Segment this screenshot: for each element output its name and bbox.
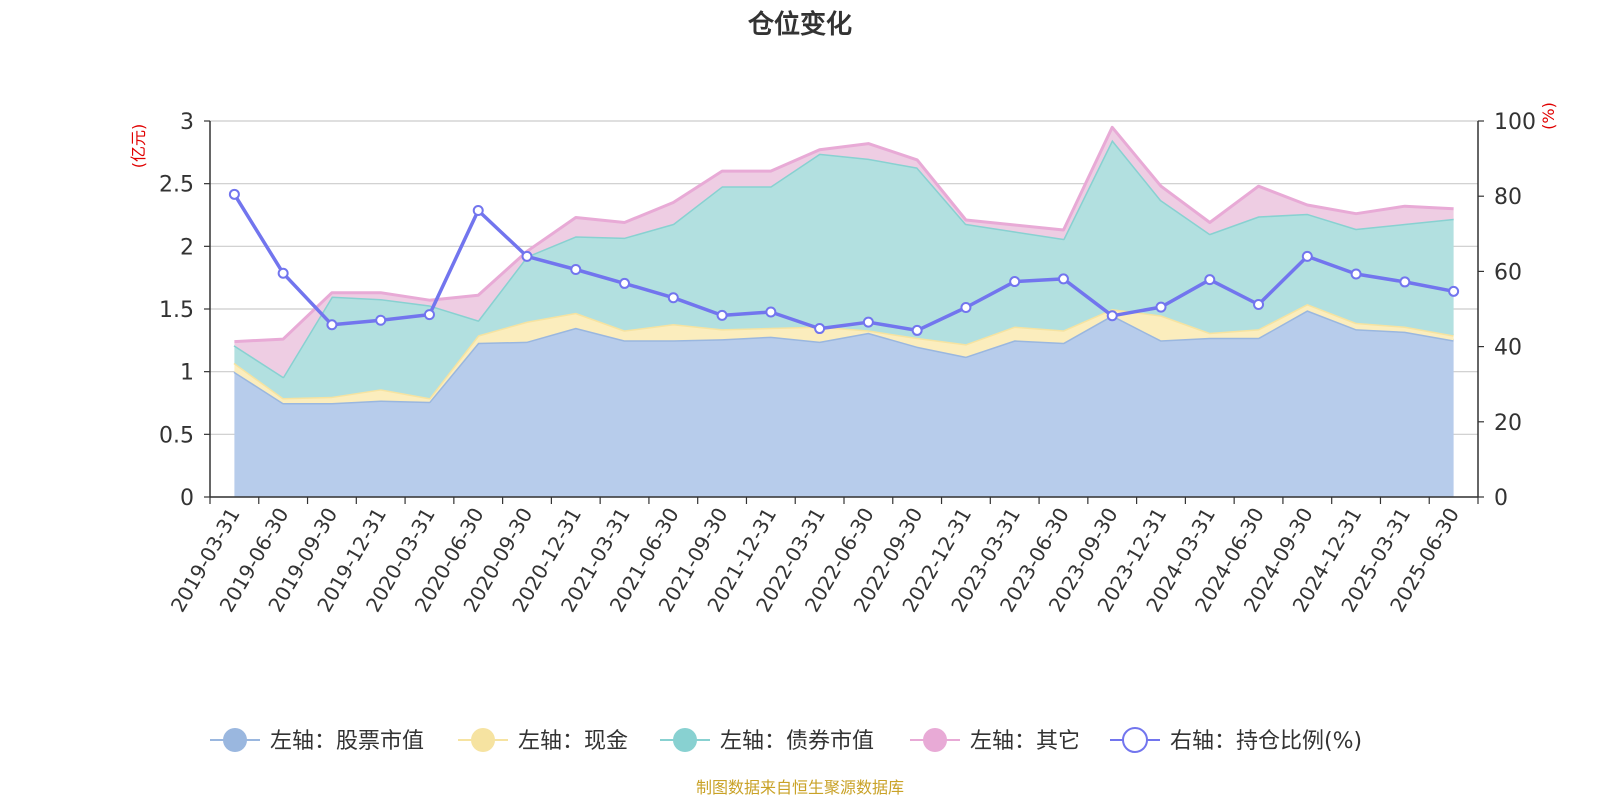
- legend-label: 左轴：其它: [970, 729, 1080, 754]
- holding-ratio-point: [814, 323, 826, 335]
- holding-ratio-point: [277, 267, 289, 279]
- area-fill: [234, 304, 1454, 403]
- holding-ratio-point: [326, 319, 338, 331]
- data-source-note: 制图数据来自恒生聚源数据库: [696, 778, 904, 797]
- holding-ratio-point: [1106, 310, 1118, 322]
- right-axis-unit: (%): [1539, 102, 1558, 130]
- right-axis-tick-label: 40: [1494, 336, 1522, 361]
- holding-ratio-point: [862, 316, 874, 328]
- left-axis-tick-label: 2: [180, 235, 194, 260]
- holding-ratio-point: [1350, 268, 1362, 280]
- right-axis-tick-label: 80: [1494, 185, 1522, 210]
- holding-ratio-point: [1301, 250, 1313, 262]
- holding-ratio-point: [1448, 285, 1460, 297]
- legend-marker: [223, 728, 247, 752]
- legend-marker: [1122, 727, 1148, 753]
- holding-ratio-point: [1253, 298, 1265, 310]
- holding-ratio-point: [619, 277, 631, 289]
- holding-ratio-point: [228, 188, 240, 200]
- area-series: [233, 125, 1454, 497]
- left-axis-tick-label: 2.5: [159, 173, 194, 198]
- holding-ratio-point: [911, 324, 923, 336]
- left-axis-unit: (亿元): [129, 124, 148, 169]
- holding-ratio-point: [472, 204, 484, 216]
- line-series: [228, 188, 1460, 336]
- right-axis-tick-label: 60: [1494, 260, 1522, 285]
- chart-title: 仓位变化: [747, 9, 852, 40]
- holding-ratio-point: [667, 292, 679, 304]
- right-axis-tick-label: 100: [1494, 110, 1536, 135]
- legend-marker: [923, 728, 947, 752]
- holding-ratio-point: [960, 301, 972, 313]
- legend-label: 左轴：现金: [518, 729, 628, 754]
- holding-ratio-point: [765, 306, 777, 318]
- right-axis-tick-label: 20: [1494, 411, 1522, 436]
- holding-ratio-point: [375, 314, 387, 326]
- legend: 左轴：股票市值 左轴：现金 左轴：债券市值 左轴：其它 右轴：持仓比例(%): [210, 727, 1362, 754]
- holding-ratio-line: [232, 193, 1454, 333]
- holding-ratio-point: [1399, 276, 1411, 288]
- holding-ratio-point: [521, 250, 533, 262]
- holding-ratio-point: [570, 264, 582, 276]
- left-axis-tick-label: 1: [180, 361, 194, 386]
- holding-ratio-point: [1204, 274, 1216, 286]
- holding-ratio-point: [1009, 276, 1021, 288]
- area-fill: [234, 310, 1454, 497]
- left-axis-tick-label: 0: [180, 486, 194, 511]
- holding-ratio-point: [423, 309, 435, 321]
- holding-ratio-point: [1057, 273, 1069, 285]
- right-axis-tick-label: 0: [1494, 486, 1508, 511]
- legend-label: 左轴：债券市值: [720, 729, 874, 754]
- legend-marker: [673, 728, 697, 752]
- holding-ratio-point: [716, 309, 728, 321]
- left-axis-tick-label: 1.5: [159, 298, 194, 323]
- legend-label: 左轴：股票市值: [270, 729, 424, 754]
- left-axis-tick-label: 3: [180, 110, 194, 135]
- area-fill: [234, 139, 1454, 399]
- holding-ratio-point: [1155, 301, 1167, 313]
- left-axis-tick-label: 0.5: [159, 423, 194, 448]
- legend-label: 右轴：持仓比例(%): [1170, 729, 1362, 754]
- legend-marker: [471, 728, 495, 752]
